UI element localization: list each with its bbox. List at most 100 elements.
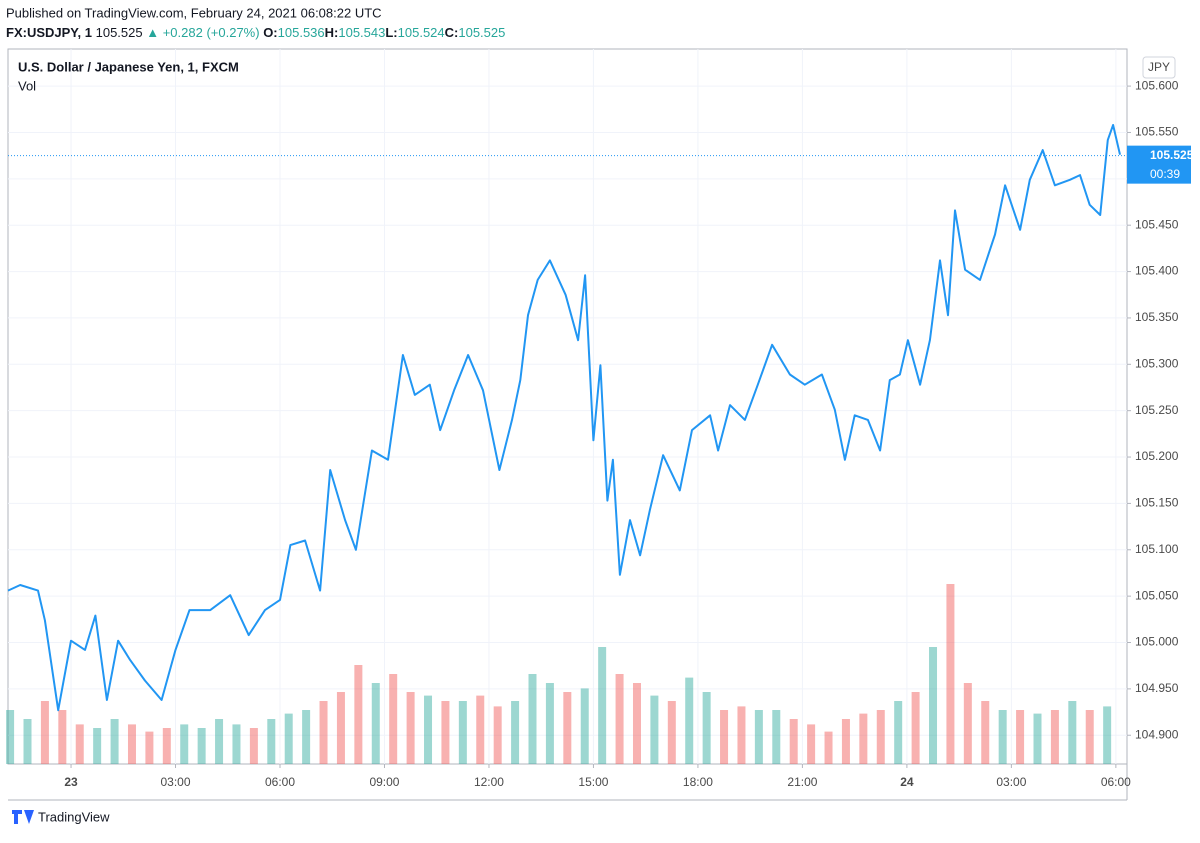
ohlc-value: 105.536 [278, 25, 325, 40]
volume-bar [807, 724, 816, 764]
last-price-box [1127, 145, 1191, 184]
ohlc-label: O: [263, 25, 277, 40]
volume-bar [946, 584, 955, 764]
y-tick-label: 105.400 [1135, 264, 1179, 278]
volume-bar [145, 731, 154, 764]
volume-bar [197, 728, 206, 764]
volume-bar [6, 710, 15, 764]
y-tick-label: 105.100 [1135, 542, 1179, 556]
volume-bar [40, 701, 49, 764]
volume-bar [127, 724, 136, 764]
volume-bar [249, 728, 258, 764]
logo-icon [12, 810, 34, 824]
volume-bar [737, 706, 746, 764]
change: ▲ +0.282 (+0.27%) [146, 25, 259, 40]
x-tick-label: 24 [900, 775, 914, 789]
price: 105.525 [96, 25, 143, 40]
volume-bar [75, 724, 84, 764]
symbol: FX:USDJPY, 1 [6, 25, 92, 40]
volume-bar [162, 728, 171, 764]
volume-bar [1103, 706, 1112, 764]
currency[interactable]: JPY [1148, 60, 1170, 74]
volume-bar [876, 710, 885, 764]
volume-bar [632, 683, 641, 764]
volume-bar [615, 674, 624, 764]
x-tick-label: 03:00 [161, 775, 191, 789]
volume-bar [493, 706, 502, 764]
y-tick-label: 105.300 [1135, 356, 1179, 370]
volume-bar [911, 692, 920, 764]
volume-bar [667, 701, 676, 764]
volume-bar [1050, 710, 1059, 764]
volume [6, 584, 1112, 764]
volume-bar [894, 701, 903, 764]
x-tick-label: 06:00 [1101, 775, 1131, 789]
x-tick-label: 12:00 [474, 775, 504, 789]
ohlc-value: 105.524 [398, 25, 445, 40]
volume-bar [424, 695, 433, 764]
y-tick-label: 105.550 [1135, 125, 1179, 139]
price-line [7, 124, 1121, 712]
y-tick-label: 104.950 [1135, 681, 1179, 695]
volume-bar [824, 731, 833, 764]
volume-bar [406, 692, 415, 764]
volume-bar [545, 683, 554, 764]
volume-bar [511, 701, 520, 764]
volume-bar [981, 701, 990, 764]
volume-bar [598, 647, 607, 764]
volume-bar [580, 688, 589, 764]
volume-bar [1033, 713, 1042, 764]
volume-bar [859, 713, 868, 764]
volume-bar [754, 710, 763, 764]
volume-bar [58, 710, 67, 764]
volume-bar [998, 710, 1007, 764]
countdown: 00:39 [1150, 167, 1180, 181]
ohlc-value: 105.543 [338, 25, 385, 40]
volume-bar [1016, 710, 1025, 764]
volume-bar [929, 647, 938, 764]
x-tick-label: 23 [64, 775, 78, 789]
volume-label: Vol [18, 78, 36, 93]
volume-bar [389, 674, 398, 764]
brand: TradingView [38, 809, 110, 824]
volume-bar [371, 683, 380, 764]
volume-bar [720, 710, 729, 764]
chart-title: U.S. Dollar / Japanese Yen, 1, FXCM [18, 59, 239, 74]
volume-bar [476, 695, 485, 764]
volume-bar [963, 683, 972, 764]
ohlc-value: 105.525 [458, 25, 505, 40]
y-tick-label: 105.000 [1135, 635, 1179, 649]
volume-bar [267, 719, 276, 764]
x-tick-label: 21:00 [787, 775, 817, 789]
volume-bar [110, 719, 119, 764]
last-price-label: 105.525 [1150, 148, 1194, 162]
volume-bar [319, 701, 328, 764]
volume-bar [180, 724, 189, 764]
y-tick-label: 105.450 [1135, 217, 1179, 231]
volume-bar [284, 713, 293, 764]
x-tick-label: 06:00 [265, 775, 295, 789]
volume-bar [93, 728, 102, 764]
volume-bar [1085, 710, 1094, 764]
volume-bar [563, 692, 572, 764]
y-tick-label: 105.350 [1135, 310, 1179, 324]
currency-button[interactable] [1142, 56, 1176, 79]
y-tick-label: 105.250 [1135, 403, 1179, 417]
plot [7, 124, 1127, 712]
volume-bar [841, 719, 850, 764]
volume-bar [528, 674, 537, 764]
x-tick-label: 09:00 [369, 775, 399, 789]
volume-bar [441, 701, 450, 764]
volume-bar [302, 710, 311, 764]
axes: 104.900 104.950 105.000 105.050 105.100 105.1… [64, 78, 1193, 789]
y-tick-label: 105.600 [1135, 78, 1179, 92]
ohlc-label: L: [385, 25, 397, 40]
volume-bar [650, 695, 659, 764]
volume-bar [685, 677, 694, 764]
volume-bar [354, 665, 363, 764]
published: Published on TradingView.com, February 2… [6, 5, 382, 20]
volume-bar [1068, 701, 1077, 764]
volume-bar [789, 719, 798, 764]
